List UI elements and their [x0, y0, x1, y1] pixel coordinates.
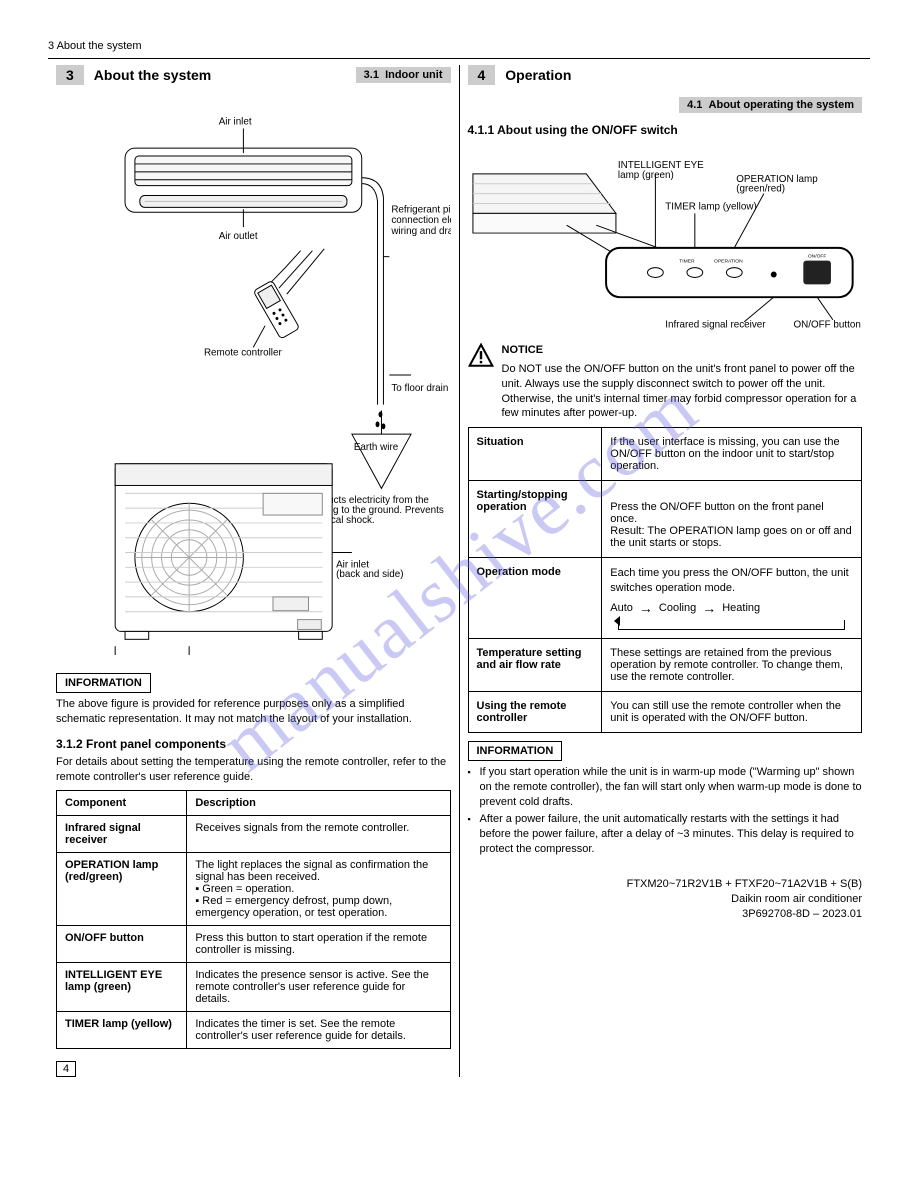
page-number: 4: [56, 1061, 76, 1077]
notice-text: Do NOT use the ON/OFF button on the unit…: [502, 362, 863, 421]
callout-air-inlet: Air inlet: [219, 116, 252, 127]
notice-label: NOTICE: [502, 343, 863, 358]
footer-docref: FTXM20~71R2V1B + FTXF20~71A2V1B + S(B) D…: [468, 877, 863, 922]
info-notes: If you start operation while the unit is…: [468, 765, 863, 857]
table-row: TIMER lamp (yellow)Indicates the timer i…: [57, 1012, 451, 1049]
table-head-description: Description: [187, 791, 450, 816]
list-item: If you start operation while the unit is…: [468, 765, 863, 810]
info-label-left: INFORMATION: [56, 673, 151, 693]
callout-floor-drain: To floor drain: [391, 383, 448, 394]
text-3-1-2: For details about setting the temperatur…: [56, 755, 451, 785]
callout-remote: Remote controller: [204, 347, 283, 358]
callout-timer-lamp: TIMER lamp (yellow): [665, 201, 756, 212]
table-row: INTELLIGENT EYE lamp (green)Indicates th…: [57, 963, 451, 1012]
front-panel-components-table: Component Description Infrared signal re…: [56, 790, 451, 1049]
heading-3-1-2: 3.1.2 Front panel components: [56, 737, 451, 751]
info-text-left: The above figure is provided for referen…: [56, 697, 451, 727]
callout-receiver: Infrared signal receiver: [665, 320, 766, 331]
control-panel-diagram: TIMER OPERATION ON/OFF INTELLIGENT EYE l…: [468, 143, 863, 333]
callout-air-outlet: Air outlet: [219, 231, 258, 242]
table-row: Using the remote controller You can stil…: [468, 691, 862, 732]
table-head-component: Component: [57, 791, 187, 816]
warning-icon: [468, 343, 494, 369]
table-row: Operation mode Each time you press the O…: [468, 558, 862, 639]
table-row: Situation If the user interface is missi…: [468, 428, 862, 481]
section-number-4: 4: [468, 65, 496, 85]
callout-out-air-inlet: Air inlet (back and side): [336, 559, 403, 580]
section-title-operation: Operation: [505, 67, 571, 83]
heading-4-1-1: 4.1.1 About using the ON/OFF switch: [468, 123, 863, 137]
subsection-3-1-indoor: 3.1 Indoor unit: [356, 67, 451, 83]
svg-text:OPERATION: OPERATION: [714, 259, 743, 265]
table-row: Temperature setting and air flow rate Th…: [468, 638, 862, 691]
section-title-about-system: About the system: [94, 67, 211, 83]
table-row: OPERATION lamp (red/green)The light repl…: [57, 853, 451, 926]
mode-loop-icon: [618, 620, 845, 630]
callout-refrig-drain: Refrigerant piping, connection electrica…: [390, 204, 450, 237]
section-number-3: 3: [56, 65, 84, 85]
svg-text:ON/OFF: ON/OFF: [807, 254, 826, 260]
table-row: Starting/stopping operation Press the ON…: [468, 481, 862, 558]
list-item: After a power failure, the unit automati…: [468, 812, 863, 857]
breadcrumb: 3 About the system: [48, 40, 870, 52]
svg-text:TIMER: TIMER: [679, 259, 695, 265]
callout-onoff: ON/OFF button: [793, 320, 860, 331]
callout-operation-lamp: OPERATION lamp (green/red): [736, 174, 820, 195]
system-diagram: Air inlet Air outlet Refrigerant piping,…: [56, 95, 451, 655]
table-row: Infrared signal receiverReceives signals…: [57, 816, 451, 853]
onoff-operation-table: Situation If the user interface is missi…: [468, 427, 863, 733]
info-label-right: INFORMATION: [468, 741, 563, 761]
subsection-4-1: 4.1 About operating the system: [679, 97, 862, 113]
callout-earth-wire: Earth wire: [354, 442, 399, 453]
table-row: ON/OFF buttonPress this button to start …: [57, 926, 451, 963]
top-rule: [48, 58, 870, 59]
callout-intelligent-lamp: INTELLIGENT EYE lamp (green): [617, 160, 706, 181]
